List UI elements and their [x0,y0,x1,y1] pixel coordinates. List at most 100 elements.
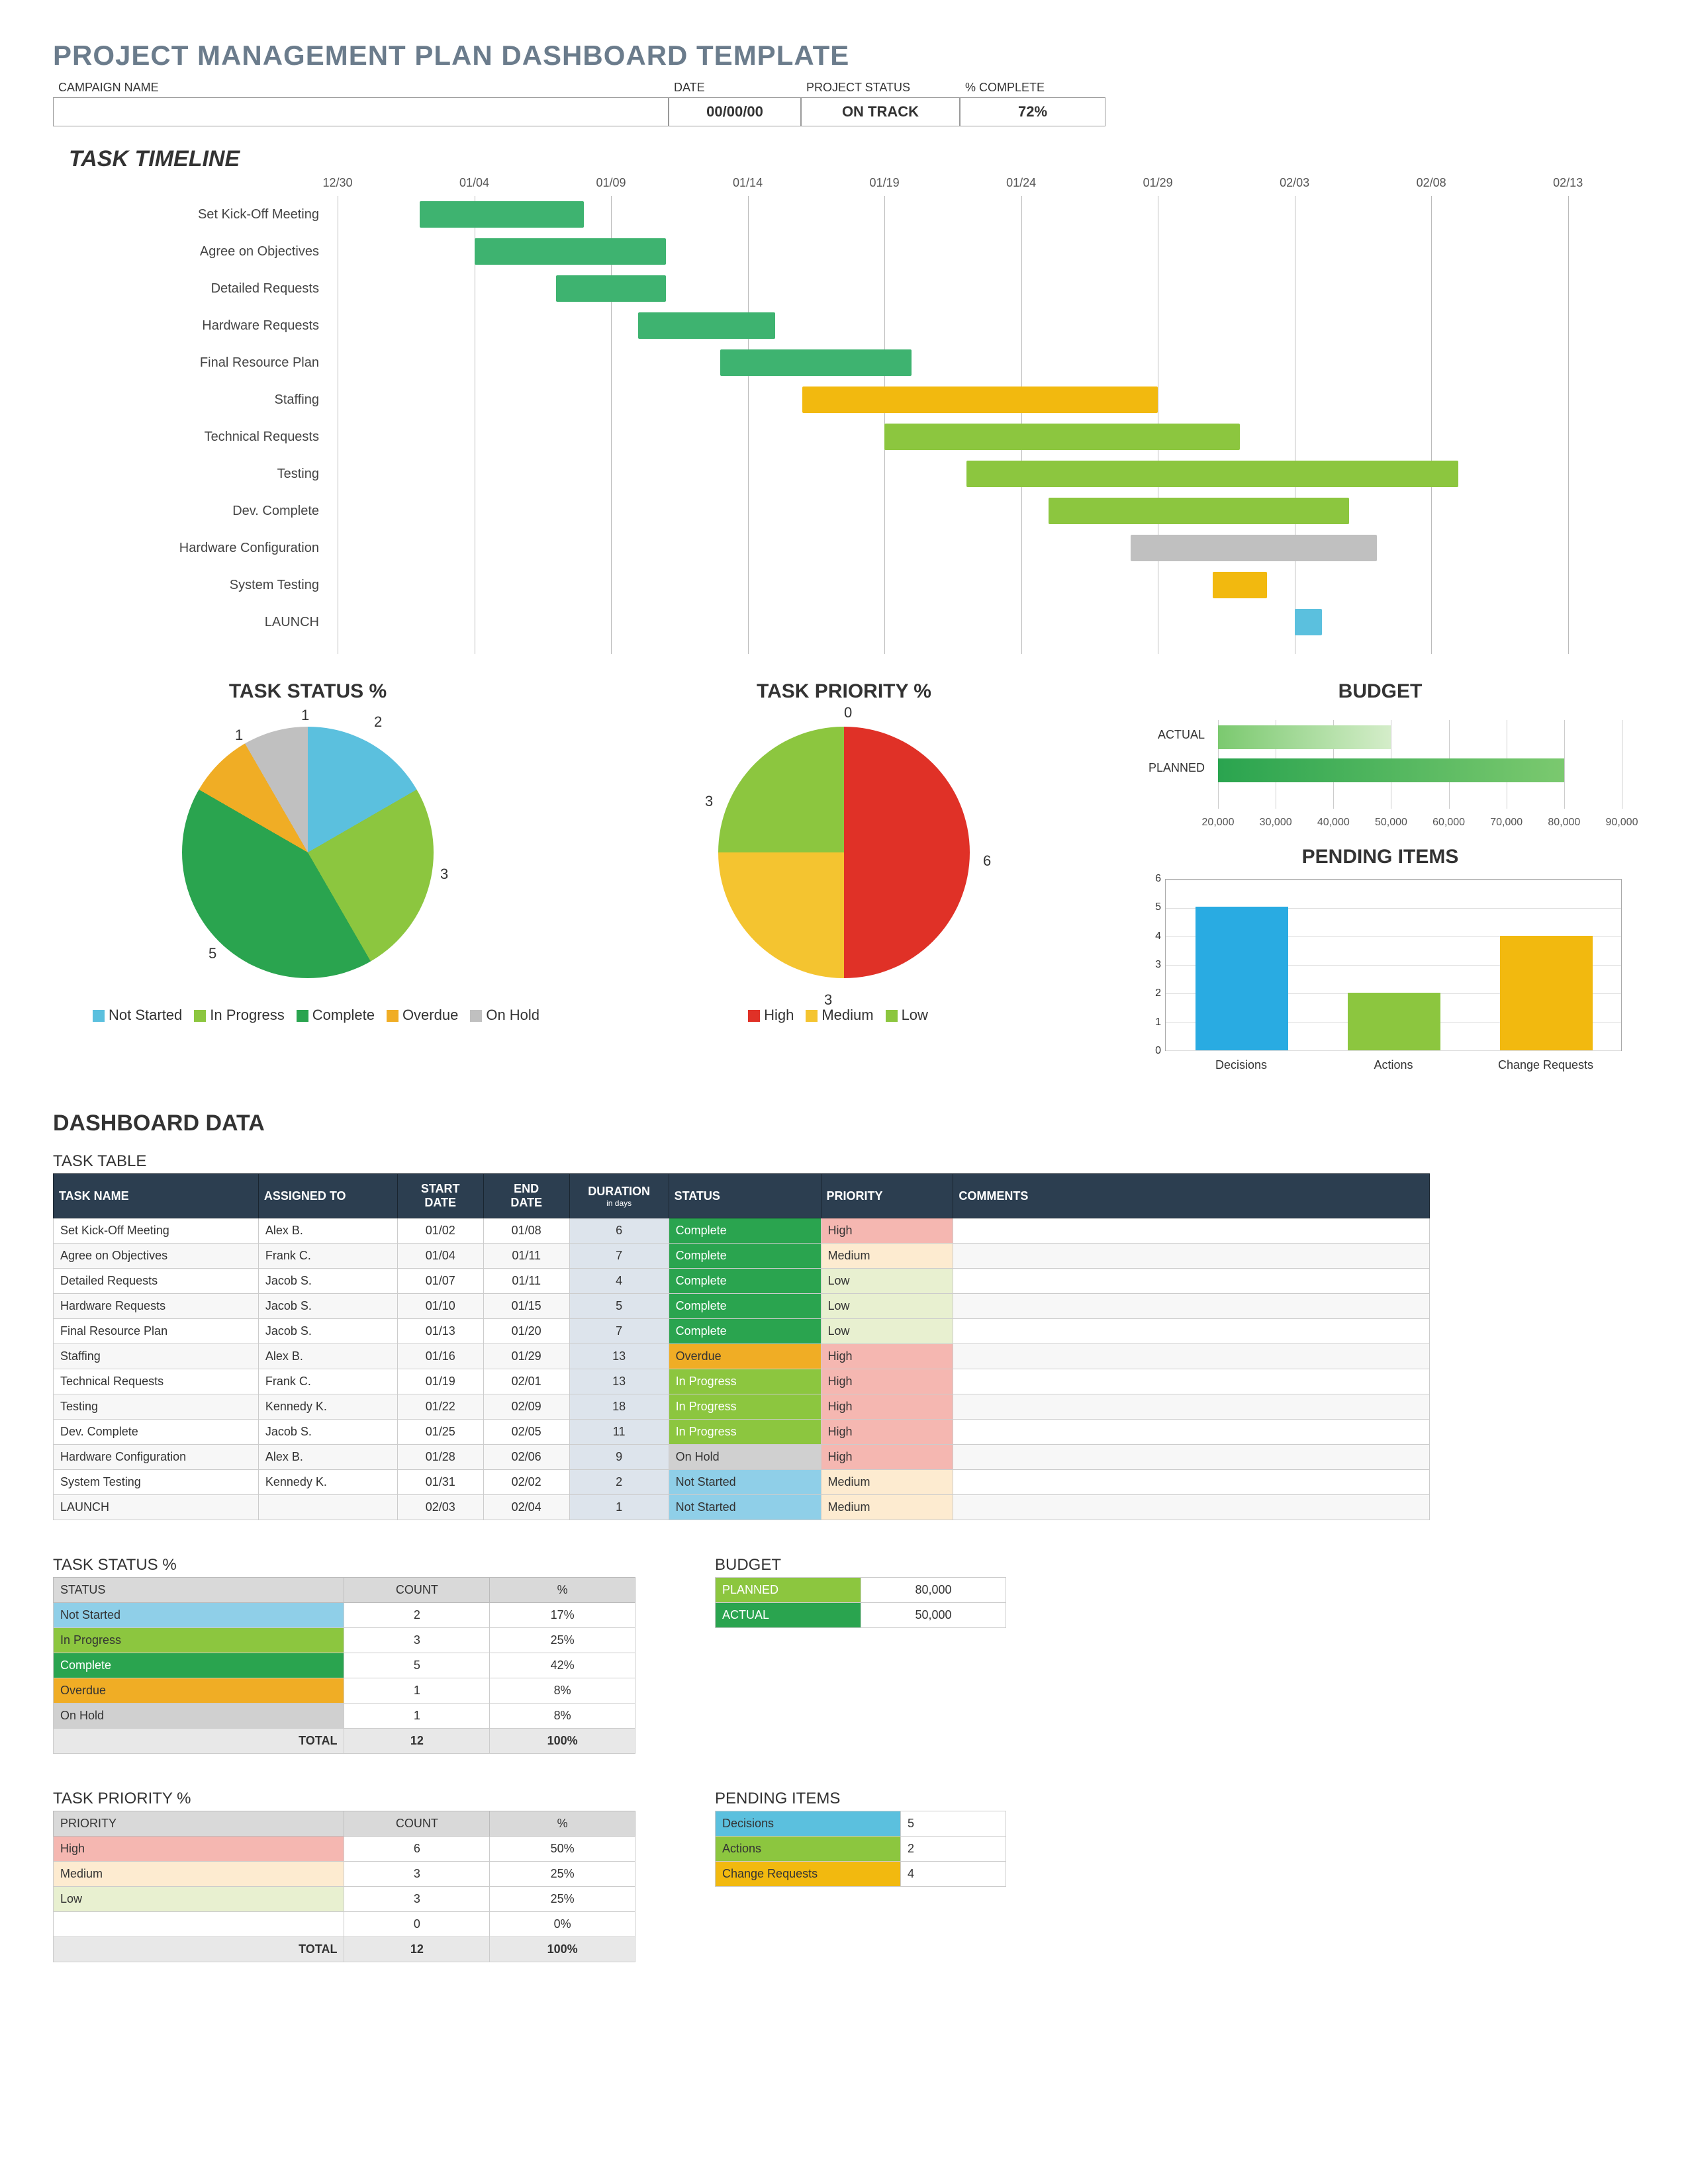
table-cell: 50% [490,1837,635,1862]
project-status-label: PROJECT STATUS [801,78,960,97]
gantt-date-label: 01/19 [870,176,900,190]
gantt-date-label: 02/13 [1553,176,1583,190]
gantt-date-label: 01/04 [459,176,489,190]
table-cell: 6 [344,1837,490,1862]
table-row: Final Resource PlanJacob S.01/1301/207Co… [54,1319,1430,1344]
gantt-task-label: Set Kick-Off Meeting [119,207,331,222]
percent-complete-label: % COMPLETE [960,78,1105,97]
percent-complete-value: 72% [960,97,1105,126]
table-cell: 18 [569,1394,669,1420]
table-cell: 01/04 [397,1244,483,1269]
pie-data-label: 2 [374,713,382,731]
gantt-row: Hardware Configuration [119,529,1595,567]
legend-item: In Progress [194,1002,285,1028]
table-cell [953,1218,1430,1244]
table-cell: 0% [490,1912,635,1937]
table-cell [953,1269,1430,1294]
table-cell: 01/08 [483,1218,569,1244]
table-row: Set Kick-Off MeetingAlex B.01/0201/086Co… [54,1218,1430,1244]
task-table: TASK NAMEASSIGNED TOSTARTDATEENDDATEDURA… [53,1173,1430,1520]
table-row: Medium325% [54,1862,635,1887]
gantt-date-label: 01/24 [1006,176,1036,190]
table-cell: Kennedy K. [258,1470,397,1495]
budget-tick: 90,000 [1606,817,1638,829]
task-timeline-title: TASK TIMELINE [69,146,1635,172]
gantt-task-label: Testing [119,467,331,482]
table-cell: In Progress [669,1394,821,1420]
table-cell: 3 [344,1862,490,1887]
table-cell [953,1420,1430,1445]
budget-table-value: 80,000 [861,1578,1006,1603]
table-cell [953,1394,1430,1420]
table-cell [54,1912,344,1937]
table-cell: Overdue [669,1344,821,1369]
budget-table-label: PLANNED [716,1578,861,1603]
budget-table-title: BUDGET [715,1556,1006,1574]
table-cell: On Hold [54,1704,344,1729]
pending-table-label: Decisions [716,1811,901,1837]
gantt-row: Dev. Complete [119,492,1595,529]
table-cell: 02/01 [483,1369,569,1394]
campaign-name-value[interactable] [53,97,669,126]
budget-tick: 70,000 [1490,817,1523,829]
budget-table: PLANNED80,000ACTUAL50,000 [715,1577,1006,1628]
table-cell: 3 [344,1628,490,1653]
table-cell: 02/05 [483,1420,569,1445]
budget-table-label: ACTUAL [716,1603,861,1628]
table-cell: 13 [569,1369,669,1394]
status-table: STATUSCOUNT%Not Started217%In Progress32… [53,1577,635,1754]
table-cell: Not Started [669,1495,821,1520]
gantt-row: Agree on Objectives [119,233,1595,270]
table-cell: 02/04 [483,1495,569,1520]
small-table-header: STATUS [54,1578,344,1603]
task-priority-title: TASK PRIORITY % [589,680,1099,703]
table-row: High650% [54,1837,635,1862]
gantt-row: LAUNCH [119,604,1595,641]
table-row: Hardware ConfigurationAlex B.01/2802/069… [54,1445,1430,1470]
table-cell: Not Started [669,1470,821,1495]
table-row: Hardware RequestsJacob S.01/1001/155Comp… [54,1294,1430,1319]
gantt-task-label: System Testing [119,578,331,593]
table-cell: High [821,1344,953,1369]
legend-item: Low [886,1002,928,1028]
table-row: Agree on ObjectivesFrank C.01/0401/117Co… [54,1244,1430,1269]
table-row: LAUNCH02/0302/041Not StartedMedium [54,1495,1430,1520]
budget-table-value: 50,000 [861,1603,1006,1628]
table-cell: 01/11 [483,1269,569,1294]
task-table-header: COMMENTS [953,1174,1430,1218]
budget-tick: 50,000 [1375,817,1407,829]
task-table-header: TASK NAME [54,1174,259,1218]
table-cell: Final Resource Plan [54,1319,259,1344]
table-cell: Jacob S. [258,1319,397,1344]
gantt-task-label: LAUNCH [119,615,331,630]
budget-row-label: PLANNED [1139,761,1211,775]
table-cell [953,1495,1430,1520]
status-table-title: TASK STATUS % [53,1556,635,1574]
task-status-legend: Not StartedIn ProgressCompleteOverdueOn … [53,1002,563,1028]
table-cell: 8% [490,1678,635,1704]
table-row: Low325% [54,1887,635,1912]
table-cell: Not Started [54,1603,344,1628]
table-cell: Medium [821,1470,953,1495]
budget-chart: 20,00030,00040,00050,00060,00070,00080,0… [1139,713,1622,833]
task-table-header: STATUS [669,1174,821,1218]
task-table-title: TASK TABLE [53,1152,1635,1171]
task-table-header: ASSIGNED TO [258,1174,397,1218]
table-cell: Complete [669,1244,821,1269]
table-cell: In Progress [669,1369,821,1394]
legend-item: Not Started [93,1002,182,1028]
table-cell: Kennedy K. [258,1394,397,1420]
legend-item: Medium [806,1002,873,1028]
table-cell: Testing [54,1394,259,1420]
table-cell: 02/09 [483,1394,569,1420]
table-cell: Complete [669,1319,821,1344]
page-title: PROJECT MANAGEMENT PLAN DASHBOARD TEMPLA… [53,40,1635,71]
gantt-row: Final Resource Plan [119,344,1595,381]
table-row: Dev. CompleteJacob S.01/2502/0511In Prog… [54,1420,1430,1445]
table-row: In Progress325% [54,1628,635,1653]
task-table-header: STARTDATE [397,1174,483,1218]
table-row: Not Started217% [54,1603,635,1628]
table-row: TestingKennedy K.01/2202/0918In Progress… [54,1394,1430,1420]
table-cell: 01/02 [397,1218,483,1244]
table-cell: Set Kick-Off Meeting [54,1218,259,1244]
